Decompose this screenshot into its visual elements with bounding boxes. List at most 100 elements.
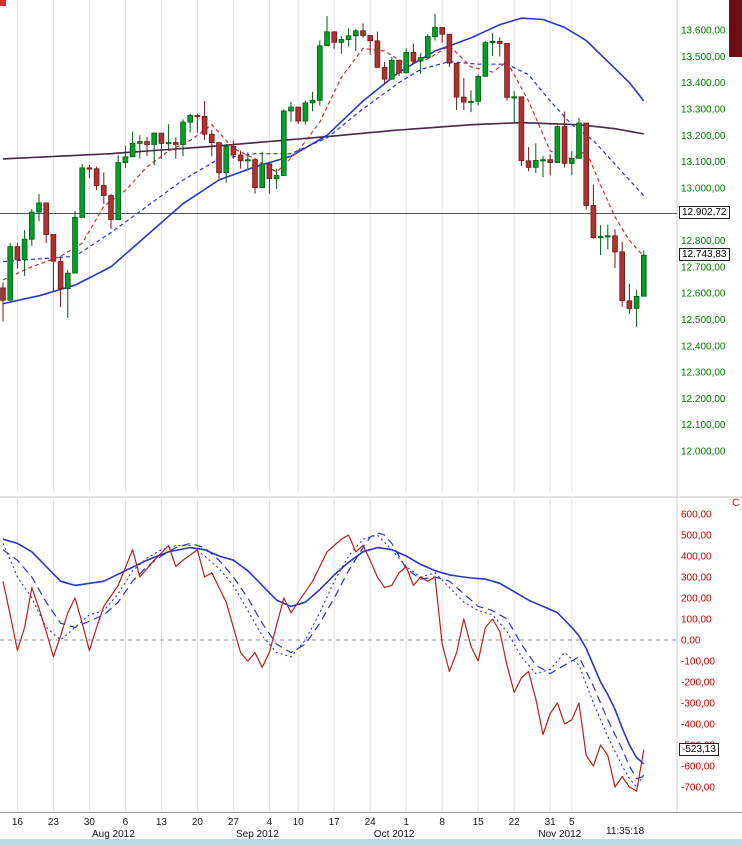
candle-body[interactable] bbox=[468, 100, 474, 103]
candle-body[interactable] bbox=[187, 115, 194, 123]
candle-body[interactable] bbox=[316, 45, 323, 101]
candle-body[interactable] bbox=[252, 159, 258, 188]
candle-body[interactable] bbox=[129, 142, 136, 158]
candle-body[interactable] bbox=[417, 57, 424, 62]
candle-body[interactable] bbox=[295, 106, 301, 122]
candle-body[interactable] bbox=[28, 211, 35, 240]
oscillator-panel[interactable] bbox=[0, 532, 677, 792]
candle-body[interactable] bbox=[201, 115, 208, 135]
candle-body[interactable] bbox=[108, 195, 114, 221]
candle-body[interactable] bbox=[72, 216, 78, 274]
candles-group[interactable] bbox=[0, 13, 647, 328]
candle-body[interactable] bbox=[7, 246, 14, 301]
candle-body[interactable] bbox=[388, 59, 395, 80]
candle-body[interactable] bbox=[151, 132, 158, 145]
candle-body[interactable] bbox=[381, 67, 388, 80]
candle-body[interactable] bbox=[453, 62, 460, 98]
candle-body[interactable] bbox=[432, 26, 438, 37]
candle-body[interactable] bbox=[302, 102, 309, 122]
candle-body[interactable] bbox=[547, 159, 553, 163]
candle-body[interactable] bbox=[280, 110, 287, 176]
candle-body[interactable] bbox=[475, 75, 481, 102]
candle-body[interactable] bbox=[489, 40, 496, 43]
candle-body[interactable] bbox=[641, 254, 647, 297]
candle-body[interactable] bbox=[93, 168, 100, 186]
candle-body[interactable] bbox=[396, 59, 402, 74]
candle-body[interactable] bbox=[511, 96, 517, 99]
candle-body[interactable] bbox=[158, 132, 165, 144]
right-edge-scrollbar[interactable] bbox=[729, 0, 742, 57]
candle-body[interactable] bbox=[561, 126, 568, 164]
candle-body[interactable] bbox=[590, 205, 597, 238]
candle-body[interactable] bbox=[101, 185, 107, 196]
candle-body[interactable] bbox=[345, 35, 352, 40]
candle-body[interactable] bbox=[324, 31, 330, 47]
candle-body[interactable] bbox=[237, 154, 244, 162]
candle-body[interactable] bbox=[569, 157, 575, 164]
oscillator-axis-label: 500,00 bbox=[681, 531, 712, 542]
candle-body[interactable] bbox=[403, 52, 409, 74]
candle-body[interactable] bbox=[540, 159, 546, 162]
candle-body[interactable] bbox=[172, 142, 179, 145]
candle-body[interactable] bbox=[208, 133, 215, 143]
candle-body[interactable] bbox=[533, 160, 539, 168]
candle-body[interactable] bbox=[352, 30, 359, 37]
y-axis-oscillator-labels: 600,00 500,00 400,00 300,00 200,00 100,00 0,00… bbox=[681, 510, 715, 794]
candle-body[interactable] bbox=[309, 99, 316, 104]
osc-blue-dash-short bbox=[2, 534, 645, 788]
candle-body[interactable] bbox=[518, 96, 525, 162]
candle-body[interactable] bbox=[360, 30, 366, 36]
candle-body[interactable] bbox=[79, 167, 86, 218]
candle-body[interactable] bbox=[597, 236, 604, 239]
candle-body[interactable] bbox=[439, 26, 445, 35]
x-axis-day-label: 13 bbox=[156, 817, 168, 828]
candle-body[interactable] bbox=[144, 141, 150, 145]
candle-body[interactable] bbox=[36, 202, 42, 213]
candle-body[interactable] bbox=[216, 142, 222, 174]
candle-body[interactable] bbox=[21, 238, 28, 261]
candle-body[interactable] bbox=[619, 251, 625, 302]
candle-body[interactable] bbox=[626, 300, 633, 309]
candle-body[interactable] bbox=[496, 40, 503, 44]
candle-body[interactable] bbox=[554, 126, 561, 163]
candle-body[interactable] bbox=[583, 122, 589, 206]
candle-body[interactable] bbox=[50, 233, 57, 262]
candle-body[interactable] bbox=[57, 260, 64, 290]
candle-body[interactable] bbox=[14, 246, 21, 261]
candle-body[interactable] bbox=[165, 142, 172, 145]
candle-body[interactable] bbox=[180, 121, 186, 145]
candle-body[interactable] bbox=[273, 175, 280, 180]
candle-body[interactable] bbox=[115, 162, 122, 221]
candle-body[interactable] bbox=[633, 295, 640, 309]
candle-body[interactable] bbox=[525, 160, 532, 168]
candle-body[interactable] bbox=[230, 145, 237, 156]
candle-body[interactable] bbox=[288, 106, 294, 112]
candle-body[interactable] bbox=[424, 36, 431, 58]
candle-body[interactable] bbox=[367, 35, 373, 42]
price-axis-label: 13.000,00 bbox=[681, 183, 726, 194]
candle-body[interactable] bbox=[266, 163, 273, 179]
candle-body[interactable] bbox=[338, 39, 345, 43]
candle-body[interactable] bbox=[504, 43, 510, 98]
candle-body[interactable] bbox=[244, 159, 251, 162]
candle-body[interactable] bbox=[43, 202, 49, 235]
candle-body[interactable] bbox=[194, 115, 201, 118]
candle-body[interactable] bbox=[576, 122, 582, 159]
candle-body[interactable] bbox=[136, 141, 143, 144]
candle-body[interactable] bbox=[86, 167, 93, 170]
candle-body[interactable] bbox=[410, 52, 417, 62]
candle-body[interactable] bbox=[331, 31, 337, 43]
candle-body[interactable] bbox=[605, 235, 611, 238]
candle-body[interactable] bbox=[65, 272, 71, 290]
candle-body[interactable] bbox=[612, 235, 618, 253]
candle-body[interactable] bbox=[0, 287, 6, 301]
candle-body[interactable] bbox=[259, 163, 265, 188]
price-panel[interactable] bbox=[0, 17, 677, 305]
candle-body[interactable] bbox=[223, 145, 230, 174]
candle-body[interactable] bbox=[460, 96, 467, 103]
candle-body[interactable] bbox=[374, 40, 381, 68]
candle-body[interactable] bbox=[122, 156, 129, 164]
candle-body[interactable] bbox=[482, 42, 489, 77]
candle-body[interactable] bbox=[446, 33, 453, 64]
